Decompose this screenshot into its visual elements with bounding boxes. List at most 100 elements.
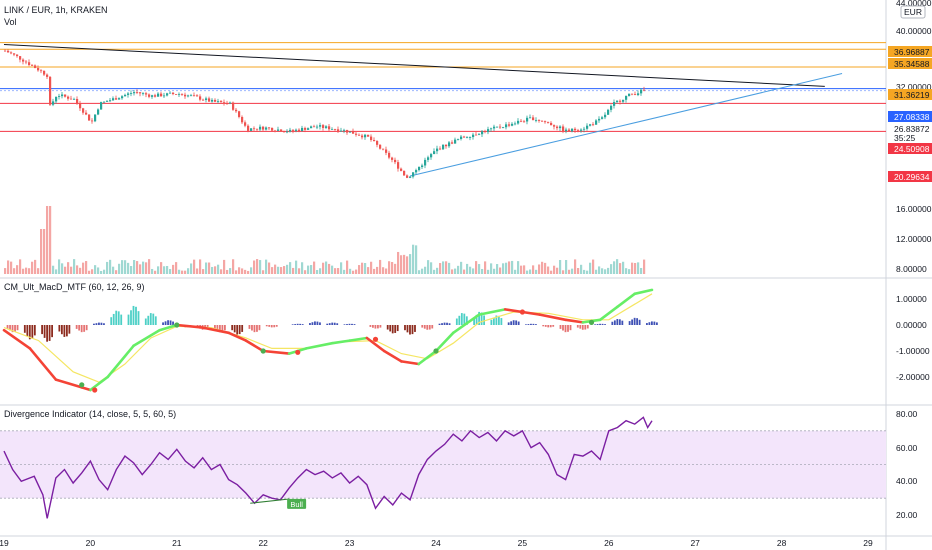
candle-body: [163, 95, 166, 97]
macd-histogram-bar: [268, 325, 271, 327]
candle-body: [43, 70, 46, 75]
divergence-tick-label: 80.00: [896, 409, 918, 419]
volume-bar: [157, 266, 160, 274]
volume-bar: [175, 262, 178, 274]
candle-body: [553, 125, 556, 127]
macd-histogram-bar: [492, 317, 495, 325]
candle-body: [589, 124, 592, 126]
macd-histogram-bar: [65, 325, 68, 337]
macd-histogram-bar: [353, 324, 356, 325]
candle-body: [271, 128, 274, 131]
macd-histogram-bar: [428, 325, 431, 330]
candle-body: [343, 129, 346, 131]
macd-histogram-bar: [527, 324, 530, 325]
volume-bar: [475, 261, 478, 274]
macd-histogram-bar: [569, 325, 572, 331]
candle-body: [622, 99, 625, 102]
macd-histogram-bar: [144, 318, 147, 325]
candle-body: [439, 148, 442, 150]
volume-bar: [415, 245, 418, 274]
candle-body: [505, 124, 508, 128]
macd-histogram-bar: [103, 323, 105, 325]
macd-histogram-bar: [562, 325, 564, 331]
volume-bar: [445, 261, 448, 274]
volume-bar: [199, 259, 202, 274]
volume-bar: [196, 268, 199, 274]
macd-histogram-bar: [135, 306, 137, 325]
macd-histogram-bar: [265, 325, 268, 327]
candle-body: [256, 128, 259, 130]
volume-bar: [319, 268, 322, 274]
candle-body: [178, 93, 181, 95]
candle-body: [40, 70, 43, 72]
candle-body: [283, 131, 286, 133]
candle-body: [478, 134, 481, 136]
candle-body: [262, 126, 265, 130]
volume-bar: [55, 269, 58, 274]
macd-panel[interactable]: [2, 288, 658, 393]
candle-body: [436, 148, 439, 152]
candle-body: [382, 148, 385, 150]
price-axis[interactable]: 44.00000 40.00000 32.00000 16.00000 12.00000…: [888, 0, 932, 520]
volume-bar: [145, 262, 148, 274]
divergence-panel[interactable]: Bull: [0, 416, 886, 519]
time-tick-label: 25: [518, 538, 528, 548]
volume-bar: [484, 261, 487, 274]
macd-histogram-bar: [258, 325, 261, 331]
macd-histogram-bar: [510, 321, 513, 325]
macd-histogram-bar: [552, 325, 555, 327]
candle-body: [160, 93, 163, 97]
volume-bar: [640, 267, 643, 274]
macd-histogram-bar: [117, 311, 120, 325]
candle-body: [529, 117, 532, 119]
price-tag-label: 36.96887: [894, 47, 930, 57]
volume-bar: [247, 270, 250, 274]
macd-histogram-bar: [294, 324, 297, 325]
macd-histogram-bar: [530, 323, 532, 325]
volume-bar: [568, 269, 571, 274]
price-panel[interactable]: [0, 42, 886, 274]
candle-body: [568, 129, 571, 132]
volume-bar: [76, 265, 79, 274]
candle-body: [592, 124, 595, 126]
candle-body: [415, 170, 418, 173]
candle-body: [70, 98, 73, 100]
volume-bar: [565, 260, 568, 274]
time-tick-label: 19: [0, 538, 9, 548]
candle-body: [412, 172, 415, 177]
macd-histogram-bar: [112, 313, 115, 325]
candle-body: [577, 130, 580, 131]
price-tag-label: 31.36219: [894, 90, 930, 100]
macd-histogram-bar: [314, 321, 316, 325]
candle-body: [31, 64, 34, 66]
macd-histogram-bar: [532, 323, 535, 325]
volume-bar: [151, 268, 154, 274]
currency-badge[interactable]: EUR: [900, 5, 926, 19]
candle-body: [310, 126, 313, 129]
candle-body: [265, 127, 268, 130]
volume-bar: [61, 263, 64, 274]
macd-histogram-bar: [137, 311, 140, 325]
macd-title: CM_Ult_MacD_MTF (60, 12, 26, 9): [4, 282, 145, 292]
macd-line-segment: [348, 336, 369, 342]
volume-bar: [190, 263, 193, 274]
price-tag-box: [888, 111, 932, 122]
candle-body: [517, 120, 520, 124]
volume-bar: [424, 266, 427, 274]
candle-body: [220, 101, 223, 103]
candle-body: [349, 131, 352, 133]
candle-body: [316, 126, 319, 128]
volume-bar: [472, 268, 475, 274]
macd-histogram-bar: [648, 322, 651, 325]
time-tick-label: 21: [172, 538, 182, 548]
macd-histogram-bar: [421, 325, 424, 328]
volume-bar: [43, 229, 46, 274]
time-axis[interactable]: 19 20 21 22 23 24 25 26 27 28 29: [0, 538, 873, 548]
macd-histogram-bar: [299, 323, 302, 325]
macd-histogram-bar: [120, 314, 123, 325]
volume-bar: [331, 265, 334, 274]
candle-body: [583, 128, 586, 130]
macd-histogram-bar: [547, 325, 550, 328]
